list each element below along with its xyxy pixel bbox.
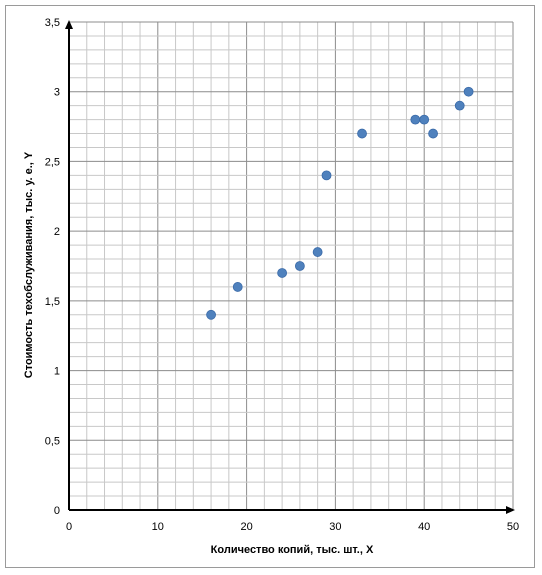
x-tick-label: 0 — [66, 521, 72, 533]
grid — [68, 21, 514, 511]
data-point — [232, 282, 243, 292]
data-point — [312, 247, 323, 257]
axes — [65, 20, 515, 514]
y-tick-label: 1 — [54, 366, 60, 378]
data-points — [206, 86, 474, 320]
data-point — [294, 261, 305, 271]
x-tick-label: 50 — [507, 521, 519, 533]
y-tick-label: 3,5 — [45, 17, 60, 29]
data-point — [428, 128, 438, 139]
data-point — [419, 114, 430, 125]
y-tick-label: 0 — [54, 505, 60, 517]
x-tick-label: 40 — [418, 521, 430, 533]
data-point — [410, 114, 421, 125]
y-tick-label: 0,5 — [45, 435, 60, 447]
data-point — [463, 86, 474, 97]
y-tick-label: 1,5 — [45, 296, 60, 308]
y-axis-title: Стоимость техобслуживания, тыс. у. е., Y — [23, 151, 35, 378]
data-point — [454, 100, 465, 111]
x-tick-label: 30 — [329, 521, 341, 533]
y-tick-label: 2 — [54, 226, 60, 238]
data-point — [357, 128, 367, 139]
y-axis-arrow — [65, 20, 73, 29]
data-point — [206, 309, 216, 320]
x-axis-title: Количество копий, тыс. шт., X — [211, 544, 374, 556]
y-tick-label: 2,5 — [45, 156, 60, 168]
data-point — [277, 268, 288, 278]
x-tick-label: 10 — [152, 521, 164, 533]
x-axis-arrow — [506, 506, 515, 514]
y-tick-label: 3 — [54, 87, 60, 99]
tick-labels: 0 10 20 30 40 50 0 0,5 1 1,5 2 2,5 3 3,5 — [45, 17, 519, 533]
data-point — [321, 170, 332, 181]
x-tick-label: 20 — [240, 521, 252, 533]
